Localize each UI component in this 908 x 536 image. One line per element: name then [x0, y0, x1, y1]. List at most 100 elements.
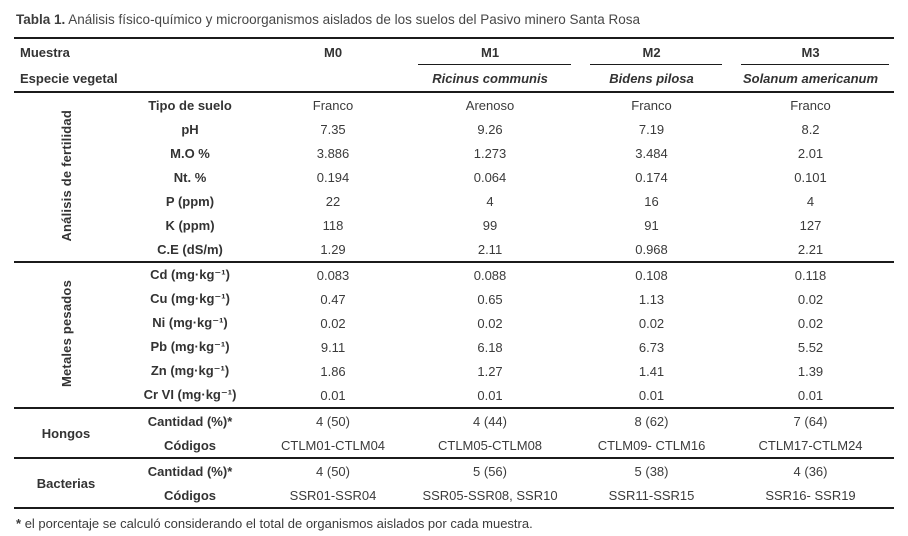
value-cell: 0.968 — [635, 241, 668, 257]
section-label-metales: Metales pesados — [58, 279, 74, 388]
table-row: Metales pesados Cd (mg·kg⁻¹) 0.083 0.088… — [14, 262, 894, 387]
value-cell: SSR11-SSR15 — [608, 487, 695, 503]
value-cell: 6.18 — [477, 339, 503, 355]
value-cell: 0.47 — [320, 291, 346, 307]
value-cell: Franco — [631, 97, 672, 113]
value-cell: 4 (36) — [793, 463, 828, 479]
value-cell: 0.02 — [797, 315, 824, 331]
value-cell: SSR05-SSR08, SSR10 — [422, 487, 558, 503]
value-cell: 9.26 — [477, 121, 503, 137]
table-row: M.O % 3.886 1.273 3.484 2.01 — [14, 141, 894, 165]
species-underline-m1 — [418, 64, 572, 65]
param-label: pH — [181, 121, 199, 137]
value-cell: 99 — [482, 217, 498, 233]
value-cell: CTLM17-CTLM24 — [758, 437, 863, 453]
species-underline-m2 — [590, 64, 723, 65]
value-cell: SSR01-SSR04 — [289, 487, 377, 503]
species-cell-m2: Bidens pilosa — [609, 70, 694, 86]
value-cell: 7 (64) — [793, 413, 828, 429]
value-cell: 7.19 — [638, 121, 665, 137]
species-cell-m3: Solanum americanum — [742, 70, 879, 86]
value-cell: 0.088 — [473, 267, 507, 283]
value-cell: 6.73 — [638, 339, 665, 355]
value-cell: 0.01 — [477, 387, 503, 403]
sample-header-m2-label: M2 — [642, 44, 661, 60]
value-cell: 0.02 — [797, 291, 824, 307]
value-cell: 0.064 — [473, 169, 507, 185]
section-bacterias: Bacterias Cantidad (%)* 4 (50) 5 (56) 5 … — [14, 458, 895, 508]
section-metales-pesados: Metales pesados Cd (mg·kg⁻¹) 0.083 0.088… — [14, 262, 895, 408]
value-cell: 9.11 — [320, 339, 346, 355]
section-label-hongos: Hongos — [41, 425, 91, 441]
value-cell: CTLM05-CTLM08 — [438, 437, 543, 453]
value-cell: 8.2 — [801, 121, 820, 137]
param-label: Zn (mg·kg⁻¹) — [150, 363, 230, 378]
value-cell: 7.35 — [320, 121, 346, 137]
value-cell: 0.02 — [320, 315, 346, 331]
value-cell: SSR16- SSR19 — [765, 487, 856, 503]
value-cell: 5 (56) — [473, 463, 507, 479]
section-label-fertilidad: Análisis de fertilidad — [58, 109, 74, 242]
value-cell: 118 — [322, 217, 344, 233]
param-label: K (ppm) — [165, 217, 215, 233]
value-cell: CTLM09- CTLM16 — [597, 437, 706, 453]
value-cell: 1.13 — [638, 291, 665, 307]
value-cell: 4 (50) — [316, 463, 350, 479]
value-cell: 8 (62) — [634, 413, 669, 429]
table-row: Códigos SSR01-SSR04 SSR05-SSR08, SSR10 S… — [14, 483, 894, 508]
value-cell: Franco — [312, 97, 354, 113]
table-row: Análisis de fertilidad Tipo de suelo Fra… — [14, 92, 894, 242]
value-cell: 1.27 — [477, 363, 503, 379]
species-cell-m1: Ricinus communis — [432, 70, 548, 86]
section-label-cell: Análisis de fertilidad — [14, 92, 118, 262]
value-cell: CTLM01-CTLM04 — [281, 437, 386, 453]
sample-header-m3-label: M3 — [801, 44, 820, 60]
section-label-bacterias: Bacterias — [36, 475, 96, 491]
value-cell: 0.01 — [320, 387, 346, 403]
value-cell: 0.108 — [635, 267, 668, 283]
table-row: Pb (mg·kg⁻¹) 9.11 6.18 6.73 5.52 — [14, 335, 894, 359]
section-hongos: Hongos Cantidad (%)* 4 (50) 4 (44) 8 (62… — [14, 408, 895, 458]
sample-header-m1-label: M1 — [480, 44, 500, 60]
param-label: Cantidad (%)* — [147, 463, 233, 479]
table-row: Códigos CTLM01-CTLM04 CTLM05-CTLM08 CTLM… — [14, 433, 894, 458]
sample-header-m2: M2 — [576, 38, 727, 65]
table-row: Nt. % 0.194 0.064 0.174 0.101 — [14, 165, 894, 189]
value-cell: 4 (50) — [316, 413, 350, 429]
value-cell: 0.01 — [638, 387, 665, 403]
especie-label: Especie vegetal — [20, 70, 118, 86]
param-label: Pb (mg·kg⁻¹) — [150, 339, 230, 354]
table-row: Cu (mg·kg⁻¹) 0.47 0.65 1.13 0.02 — [14, 287, 894, 311]
table-caption-number: Tabla 1. — [16, 12, 66, 27]
value-cell: 0.101 — [794, 169, 827, 185]
muestra-label: Muestra — [20, 44, 70, 60]
table-row: pH 7.35 9.26 7.19 8.2 — [14, 117, 894, 141]
value-cell: 91 — [644, 217, 659, 233]
sample-header-m1: M1 — [404, 38, 576, 65]
param-label: P (ppm) — [165, 193, 215, 209]
value-cell: 4 — [486, 193, 494, 209]
value-cell: 0.118 — [794, 267, 827, 283]
value-cell: 5.52 — [797, 339, 824, 355]
species-header-row: Especie vegetal Ricinus communis Bidens … — [14, 65, 894, 92]
table-row: Bacterias Cantidad (%)* 4 (50) 5 (56) 5 … — [14, 458, 894, 491]
value-cell: 2.21 — [797, 241, 824, 257]
value-cell: 1.86 — [320, 363, 346, 379]
value-cell: 2.01 — [797, 145, 824, 161]
table-row: P (ppm) 22 4 16 4 — [14, 189, 894, 213]
value-cell: 0.194 — [316, 169, 350, 185]
value-cell: 0.65 — [477, 291, 503, 307]
value-cell: Franco — [790, 97, 831, 113]
value-cell: 3.886 — [316, 145, 350, 161]
param-label: Cd (mg·kg⁻¹) — [150, 267, 230, 282]
table-row: Hongos Cantidad (%)* 4 (50) 4 (44) 8 (62… — [14, 408, 894, 441]
table-row: Ni (mg·kg⁻¹) 0.02 0.02 0.02 0.02 — [14, 311, 894, 335]
value-cell: 0.083 — [316, 267, 350, 283]
species-cell-m0 — [262, 65, 404, 92]
table-caption-text: Análisis físico-químico y microorganismo… — [65, 12, 641, 27]
value-cell: 5 (38) — [634, 463, 669, 479]
param-label: Ni (mg·kg⁻¹) — [152, 315, 228, 330]
value-cell: 22 — [325, 193, 341, 209]
value-cell: 2.11 — [477, 241, 503, 257]
param-label: Cr VI (mg·kg⁻¹) — [143, 387, 237, 402]
